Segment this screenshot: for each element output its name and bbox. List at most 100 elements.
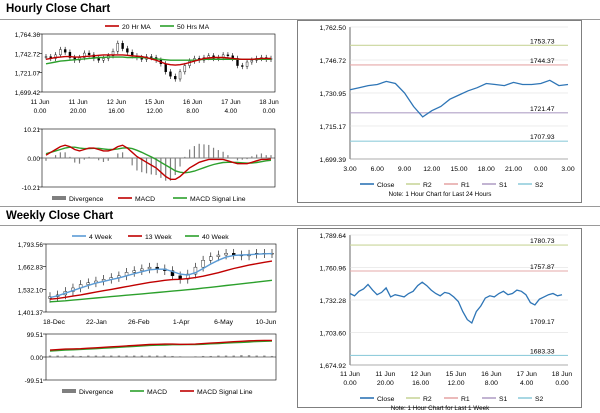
hourly-close-level-s1-label: 1721.47: [530, 106, 555, 113]
weekly-close-y-tick-label: 1,760.96: [320, 266, 347, 273]
hourly-divergence-bar: [59, 152, 61, 158]
hourly-divergence-bar: [222, 151, 224, 158]
hourly-section-title: Hourly Close Chart: [6, 3, 111, 15]
weekly-close-level-r1-label: 1757.87: [530, 264, 555, 271]
hourly-divergence-bar: [141, 158, 143, 173]
hourly-divergence-bar: [131, 158, 133, 166]
hourly-close-x-tick-label: 0.00: [534, 166, 547, 173]
weekly-close-x-tick-time: 16.00: [412, 380, 429, 387]
weekly-close-x-tick-time: 12.00: [447, 380, 464, 387]
hourly-candle-body: [111, 51, 115, 56]
hourly-price-y-tick-label: 1,721.07: [15, 71, 41, 78]
hourly-close-y-tick-label: 1,762.50: [320, 25, 347, 32]
weekly-divergence-bar: [201, 355, 205, 357]
hourly-close-x-tick-label: 3.00: [343, 166, 356, 173]
hourly-close-level-r1-label: 1744.37: [530, 58, 555, 65]
weekly-close-x-tick-time: 20.00: [377, 380, 394, 387]
hourly-divergence-bar: [184, 156, 186, 158]
hourly-candle-body: [97, 58, 100, 61]
weekly-legend-macd-label: MACD: [147, 389, 167, 396]
hourly-macd-chart: 10.21 0.00 -10.21 Divergence MACD MACD Signal…: [22, 127, 276, 203]
hourly-divergence-bar: [88, 156, 90, 158]
weekly-candle-body: [140, 268, 144, 271]
weekly-divergence-bar: [186, 356, 189, 358]
weekly-title-divider: [0, 225, 600, 226]
hourly-divergence-bar: [179, 158, 181, 167]
hourly-close-note: Note: 1 Hour Chart for Last 24 Hours: [389, 191, 492, 198]
weekly-divergence-bar: [217, 355, 220, 357]
hourly-divergence-bar: [193, 146, 196, 158]
hourly-legend-macd-label: MACD: [135, 196, 155, 203]
hourly-close-close-line: [349, 79, 569, 118]
weekly-close-y-tick-label: 1,703.60: [320, 331, 347, 338]
hourly-close-legend-close-label: Close: [377, 182, 395, 189]
hourly-candle-body: [116, 43, 120, 52]
hourly-price-x-tick-date: 18 Jun: [259, 99, 279, 106]
weekly-legend-divergence-label: Divergence: [79, 389, 114, 396]
hourly-divergence-bar: [236, 158, 239, 161]
weekly-close-x-tick-time: 8.00: [485, 380, 498, 387]
weekly-candle-body: [216, 254, 221, 257]
hourly-divergence-bar: [126, 158, 128, 159]
hourly-candle-body: [87, 52, 91, 56]
weekly-close-x-tick-time: 4.00: [520, 380, 533, 387]
weekly-close-level-s2-label: 1683.33: [530, 348, 555, 355]
hourly-divergence-bar: [98, 158, 100, 161]
hourly-candle-body: [63, 49, 67, 53]
weekly-close-note: Note: 1 Hour Chart for Last 1 Week: [391, 405, 490, 412]
hourly-divergence-bar: [265, 155, 267, 158]
hourly-divergence-bar: [69, 156, 71, 158]
weekly-price-x-tick-label: 18-Dec: [43, 319, 66, 326]
hourly-price-x-tick-date: 12 Jun: [107, 99, 127, 106]
hourly-close-x-tick-label: 21.00: [505, 166, 522, 173]
hourly-close-x-tick-label: 9.00: [398, 166, 411, 173]
weekly-divergence-bar: [155, 355, 159, 357]
weekly-divergence-bar: [224, 355, 228, 357]
hourly-candle-body: [150, 56, 153, 58]
hourly-legend-ma50-label: 50 Hrs MA: [177, 24, 210, 31]
hourly-legend-signal-label: MACD Signal Line: [190, 196, 246, 203]
weekly-divergence-bar: [247, 355, 251, 357]
hourly-divergence-bar: [208, 144, 210, 158]
weekly-price-plot-frame: [45, 243, 277, 313]
hourly-divergence-bar: [169, 158, 172, 181]
hourly-divergence-bar: [189, 149, 191, 158]
weekly-divergence-bar: [117, 355, 121, 357]
weekly-legend-signal-label: MACD Signal Line: [197, 389, 253, 396]
hourly-close-panel: 1,762.50 1,746.72 1,730.95 1,715.17 1,699.39…: [297, 20, 582, 203]
hourly-divergence-bar: [117, 153, 119, 158]
weekly-close-x-tick-date: 12 Jun: [410, 371, 431, 378]
hourly-divergence-bar: [198, 143, 200, 158]
hourly-close-legend-s1-label: S1: [499, 182, 508, 189]
hourly-legend-divergence-label: Divergence: [69, 196, 104, 203]
hourly-close-x-tick-label: 15.00: [450, 166, 467, 173]
hourly-price-x-tick-date: 11 Jun: [69, 99, 88, 106]
hourly-price-x-tick-date: 17 Jun: [221, 99, 241, 106]
hourly-divergence-bar: [121, 152, 124, 158]
hourly-ma50-line: [45, 56, 271, 65]
hourly-divergence-bar: [112, 158, 114, 159]
weekly-close-x-tick-date: 15 Jun: [446, 371, 467, 378]
hourly-price-x-tick-time: 20.00: [70, 108, 87, 115]
hourly-price-x-tick-time: 12.00: [146, 108, 163, 115]
hourly-price-chart: 1,764.36 1,742.72 1,721.07 1,699.42 11 Jun 0.…: [15, 24, 279, 115]
hourly-close-legend-r1-label: R1: [461, 182, 470, 189]
weekly-price-x-tick-label: 1-Apr: [173, 319, 190, 326]
hourly-macd-y-tick-label: -10.21: [22, 185, 41, 192]
weekly-legend-ma4-label: 4 Week: [89, 234, 113, 241]
weekly-divergence-bar: [48, 355, 52, 357]
hourly-candle-body: [178, 71, 182, 80]
weekly-section-title: Weekly Close Chart: [6, 210, 114, 222]
hourly-close-level-s2-label: 1707.93: [530, 134, 555, 141]
hourly-divergence-bar: [54, 155, 57, 158]
weekly-close-legend-s1-label: S1: [499, 396, 508, 403]
weekly-legend-ma40-label: 40 Week: [202, 234, 229, 241]
hourly-candle-body: [183, 65, 187, 73]
weekly-divergence-bar: [163, 355, 167, 357]
weekly-ma40-line: [49, 279, 273, 303]
hourly-divergence-bar: [160, 158, 162, 178]
weekly-price-y-tick-label: 1,532.10: [18, 287, 44, 294]
hourly-divergence-bar: [64, 152, 66, 158]
weekly-divergence-bar: [209, 355, 212, 357]
weekly-divergence-bar: [178, 356, 182, 357]
